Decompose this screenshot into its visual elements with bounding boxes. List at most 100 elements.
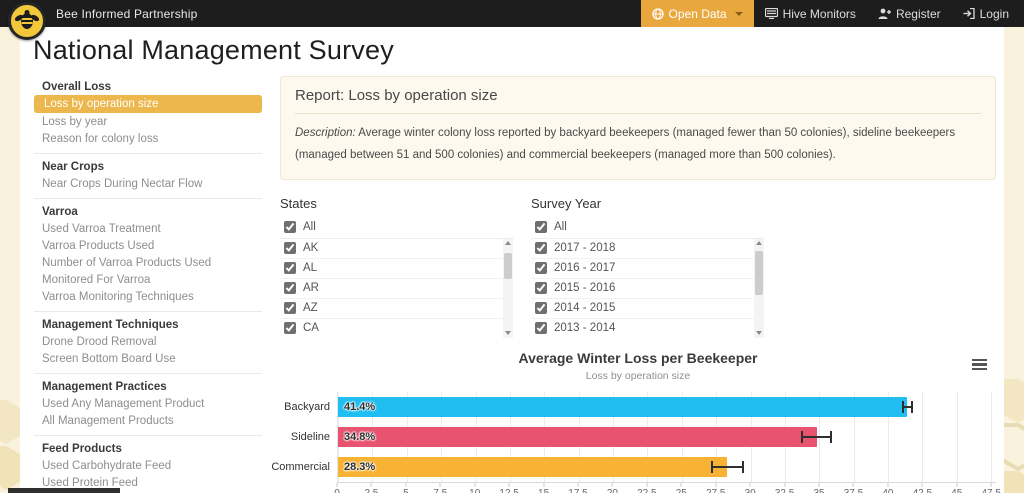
survey-year-scrollbar[interactable]: [754, 238, 764, 338]
sidebar-item-used-carbohydrate-feed[interactable]: Used Carbohydrate Feed: [42, 459, 172, 472]
user-plus-icon: [878, 8, 891, 19]
nav-item-open-data[interactable]: Open Data: [640, 0, 754, 27]
states-option-row: CA: [280, 319, 513, 338]
error-bar-cap: [741, 460, 744, 473]
sidebar-header-feed-products: Feed Products: [42, 443, 122, 455]
grid-line: [922, 391, 924, 482]
description-label: Description:: [295, 127, 356, 139]
bar-value-label: 34.8%: [344, 430, 376, 443]
survey-year-all-checkbox[interactable]: [535, 220, 547, 233]
sidebar-item-used-protein-feed[interactable]: Used Protein Feed: [42, 476, 138, 489]
survey-year-checkbox-2015-2016[interactable]: [535, 282, 547, 295]
survey-year-all-label: All: [554, 220, 567, 233]
nav-item-hive-monitors[interactable]: Hive Monitors: [754, 0, 867, 27]
error-bar-line: [901, 405, 913, 408]
axis-tick-label: 5: [403, 488, 409, 493]
axis-tick: [887, 482, 889, 487]
axis-tick: [336, 482, 338, 487]
states-filter-label: States: [280, 195, 317, 211]
axis-tick-label: 7.5: [433, 488, 447, 493]
survey-year-checkbox-2016-2017[interactable]: [535, 262, 547, 275]
states-scrollbar[interactable]: [503, 238, 513, 338]
survey-year-all-row: All: [531, 218, 764, 238]
survey-year-checkbox-2017-2018[interactable]: [535, 242, 547, 255]
brand-title[interactable]: Bee Informed Partnership: [56, 6, 198, 21]
scrollbar-thumb[interactable]: [504, 252, 512, 279]
survey-year-checkbox-2014-2015[interactable]: [535, 302, 547, 315]
option-label: 2015 - 2016: [554, 282, 616, 295]
scroll-up-icon[interactable]: [754, 239, 764, 248]
states-checkbox-ak[interactable]: [284, 242, 296, 255]
sidebar-item-screen-bottom-board-use[interactable]: Screen Bottom Board Use: [42, 352, 176, 365]
sidebar-item-number-of-varroa-products-used[interactable]: Number of Varroa Products Used: [42, 256, 212, 269]
scroll-down-icon[interactable]: [503, 329, 513, 338]
filters-row: States All AK AL AR AZ CA: [280, 196, 996, 338]
states-checkbox-az[interactable]: [284, 302, 296, 315]
sidebar-item-monitored-for-varroa[interactable]: Monitored For Varroa: [42, 273, 151, 286]
nav-item-label: Login: [979, 6, 1009, 21]
states-option-row: AL: [280, 259, 513, 279]
axis-tick: [577, 482, 579, 487]
states-all-checkbox[interactable]: [284, 220, 296, 233]
axis-tick-label: 47.5: [981, 488, 1000, 493]
sidebar-item-reason-for-colony-loss[interactable]: Reason for colony loss: [42, 132, 159, 145]
axis-tick-label: 10: [469, 488, 480, 493]
axis-tick: [749, 482, 751, 487]
axis-tick-label: 27.5: [706, 488, 725, 493]
axis-tick: [405, 482, 407, 487]
axis-tick: [818, 482, 820, 487]
nav-item-login[interactable]: Login: [952, 0, 1020, 27]
axis-tick-label: 20: [607, 488, 618, 493]
survey-year-options: 2017 - 2018 2016 - 2017 2015 - 2016 2014 - …: [531, 239, 764, 338]
sidebar-item-all-management-products[interactable]: All Management Products: [42, 414, 174, 427]
axis-tick: [921, 482, 923, 487]
caret-down-icon: [734, 11, 743, 16]
bee-logo[interactable]: [8, 2, 46, 40]
sidebar-divider: [34, 435, 262, 436]
bar-commercial[interactable]: 28.3%: [338, 456, 728, 477]
nav-item-label: Hive Monitors: [782, 6, 856, 21]
axis-tick: [370, 482, 372, 487]
chart-menu-icon[interactable]: [969, 354, 990, 376]
scroll-up-icon[interactable]: [503, 239, 513, 248]
top-navbar: Bee Informed Partnership Open Data Hive M…: [0, 0, 1024, 40]
scrollbar-thumb[interactable]: [755, 250, 763, 295]
option-label: AR: [303, 282, 319, 295]
sidebar-item-loss-by-year[interactable]: Loss by year: [42, 115, 108, 128]
states-checkbox-ca[interactable]: [284, 322, 296, 335]
nav-item-register[interactable]: Register: [867, 0, 952, 27]
sidebar-item-varroa-products-used[interactable]: Varroa Products Used: [42, 239, 155, 252]
grid-line: [888, 391, 890, 482]
sidebar-divider: [34, 311, 262, 312]
bar-sideline[interactable]: 34.8%: [338, 426, 817, 447]
sidebar-header-near-crops: Near Crops: [42, 161, 104, 173]
sidebar-item-used-varroa-treatment[interactable]: Used Varroa Treatment: [42, 222, 161, 235]
survey-year-filter-label: Survey Year: [531, 195, 602, 211]
states-option-row: AR: [280, 279, 513, 299]
sidebar-item-loss-by-operation-size[interactable]: Loss by operation size: [34, 95, 262, 113]
option-label: AK: [303, 242, 319, 255]
category-label-commercial: Commercial: [271, 460, 330, 473]
survey-year-checkbox-2013-2014[interactable]: [535, 322, 547, 335]
axis-tick-label: 35: [813, 488, 824, 493]
sidebar-divider: [34, 198, 262, 199]
states-checkbox-al[interactable]: [284, 262, 296, 275]
bar-row-backyard: 41.4%: [338, 392, 996, 422]
scroll-down-icon[interactable]: [754, 329, 764, 338]
axis-tick: [680, 482, 682, 487]
globe-icon: [651, 7, 664, 20]
sidebar-item-near-crops-during-nectar-flow[interactable]: Near Crops During Nectar Flow: [42, 177, 203, 190]
bottom-cutoff-bar: [8, 488, 120, 493]
sidebar-item-varroa-monitoring-techniques[interactable]: Varroa Monitoring Techniques: [42, 290, 194, 303]
error-bar-cap: [801, 430, 804, 443]
sidebar-item-used-any-management-product[interactable]: Used Any Management Product: [42, 397, 205, 410]
states-checkbox-ar[interactable]: [284, 282, 296, 295]
sidebar-item-drone-drood-removal[interactable]: Drone Drood Removal: [42, 335, 157, 348]
states-option-row: AK: [280, 239, 513, 259]
states-options: AK AL AR AZ CA: [280, 239, 513, 338]
bar-backyard[interactable]: 41.4%: [338, 396, 908, 417]
axis-tick: [956, 482, 958, 487]
axis-tick: [852, 482, 854, 487]
axis-tick-label: 0: [334, 488, 340, 493]
states-filter: States All AK AL AR AZ CA: [280, 196, 513, 338]
